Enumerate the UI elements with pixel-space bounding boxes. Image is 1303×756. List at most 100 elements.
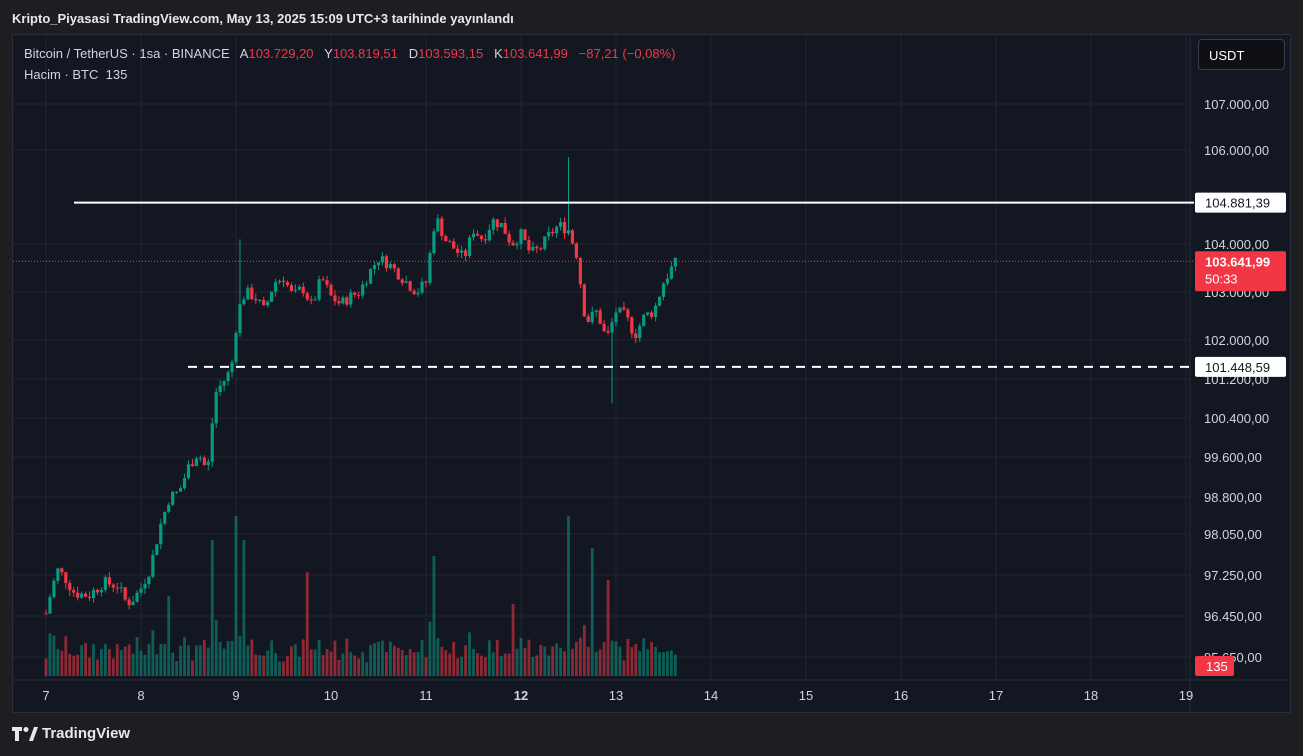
candle-body bbox=[479, 235, 484, 240]
volume-bar bbox=[127, 644, 131, 676]
candle-body bbox=[151, 555, 155, 577]
candle-body bbox=[487, 229, 491, 241]
candle-body bbox=[297, 286, 301, 290]
candle-body bbox=[210, 423, 214, 462]
volume-bar bbox=[468, 632, 471, 676]
volume-bar bbox=[586, 646, 590, 676]
volume-bar bbox=[483, 657, 487, 676]
high-label: Y bbox=[324, 46, 333, 61]
close-value: 103.641,99 bbox=[502, 46, 568, 61]
candle-body bbox=[594, 310, 598, 312]
time-tick-label: 15 bbox=[799, 688, 813, 703]
volume-bar bbox=[491, 652, 495, 676]
candle-body bbox=[285, 282, 290, 286]
candle-body bbox=[76, 592, 80, 598]
volume-bar bbox=[88, 657, 91, 676]
candle-body bbox=[202, 457, 206, 465]
candle-body bbox=[226, 372, 230, 381]
volume-bar bbox=[345, 638, 349, 676]
volume-bar bbox=[290, 646, 293, 676]
volume-bar bbox=[325, 649, 329, 676]
volume-bar bbox=[654, 647, 657, 676]
candle-body bbox=[420, 281, 424, 293]
candle-body bbox=[519, 229, 523, 245]
volume-bar bbox=[52, 635, 56, 676]
volume-bar bbox=[321, 654, 325, 676]
volume-bar bbox=[198, 645, 202, 676]
volume-bar bbox=[107, 649, 111, 676]
candle-body bbox=[384, 256, 389, 269]
volume-bar bbox=[590, 548, 594, 676]
time-tick-label: 19 bbox=[1179, 688, 1193, 703]
price-tick-label: 102.000,00 bbox=[1204, 333, 1269, 348]
candle-body bbox=[606, 331, 610, 333]
volume-bar bbox=[388, 641, 392, 676]
candle-body bbox=[626, 309, 630, 318]
candle-body bbox=[527, 240, 531, 251]
volume-bar bbox=[278, 661, 281, 676]
volume-bar bbox=[80, 645, 84, 676]
last-price-badge bbox=[1195, 251, 1286, 292]
candle-body bbox=[657, 296, 662, 306]
candle-body bbox=[602, 323, 606, 332]
candle-body bbox=[460, 250, 464, 253]
candle-body bbox=[305, 293, 309, 300]
candle-body bbox=[301, 286, 305, 294]
time-tick-label: 7 bbox=[42, 688, 49, 703]
candle-body bbox=[618, 307, 622, 313]
volume-bar bbox=[567, 516, 570, 676]
candle-body bbox=[543, 236, 547, 249]
volume-badge-label: 135 bbox=[1206, 659, 1228, 674]
volume-bar bbox=[436, 638, 440, 676]
candle-body bbox=[234, 333, 238, 363]
candle-body bbox=[368, 268, 373, 284]
volume-bar bbox=[412, 652, 416, 676]
volume-bar bbox=[515, 648, 519, 676]
open-label: A bbox=[239, 46, 249, 61]
candle-body bbox=[139, 588, 143, 593]
time-tick-label: 12 bbox=[514, 688, 528, 703]
candle-body bbox=[396, 268, 400, 280]
candle-body bbox=[186, 464, 191, 479]
volume-bar bbox=[167, 596, 171, 676]
volume-bar bbox=[111, 658, 115, 676]
volume-bar bbox=[234, 516, 238, 676]
candle-body bbox=[56, 568, 60, 581]
volume-bar bbox=[226, 641, 230, 676]
candle-body bbox=[329, 284, 333, 296]
candle-body bbox=[467, 237, 472, 256]
volume-bar bbox=[424, 657, 428, 676]
candle-body bbox=[634, 333, 638, 339]
volume-bar bbox=[416, 651, 420, 676]
price-tick-label: 107.000,00 bbox=[1204, 97, 1269, 112]
volume-bar bbox=[250, 639, 254, 676]
candle-body bbox=[135, 592, 139, 602]
volume-bar bbox=[123, 646, 127, 676]
price-tick-label: 97.250,00 bbox=[1204, 568, 1262, 583]
volume-bar bbox=[258, 654, 262, 676]
time-tick-label: 11 bbox=[419, 688, 433, 703]
candle-body bbox=[539, 248, 543, 250]
candle-body bbox=[503, 222, 507, 234]
volume-bar bbox=[444, 650, 448, 676]
volume-legend: Hacim · BTC 135 bbox=[24, 67, 127, 82]
volume-bar bbox=[531, 656, 535, 676]
currency-button[interactable]: USDT bbox=[1198, 39, 1285, 70]
volume-bar bbox=[472, 648, 475, 676]
volume-bar bbox=[582, 625, 586, 676]
candle-body bbox=[424, 281, 428, 283]
volume-bar bbox=[369, 645, 372, 676]
volume-bar bbox=[610, 640, 614, 676]
candle-body bbox=[155, 544, 159, 556]
volume-bar bbox=[571, 648, 574, 676]
candle-body bbox=[408, 281, 412, 291]
candle-body bbox=[111, 584, 115, 588]
candle-body bbox=[64, 572, 68, 583]
volume-bar bbox=[428, 621, 432, 676]
volume-bar bbox=[543, 646, 547, 676]
support-badge bbox=[1195, 356, 1286, 377]
volume-bar bbox=[60, 650, 64, 676]
tradingview-logo[interactable]: TradingView bbox=[12, 725, 130, 742]
volume-bar bbox=[460, 656, 464, 676]
